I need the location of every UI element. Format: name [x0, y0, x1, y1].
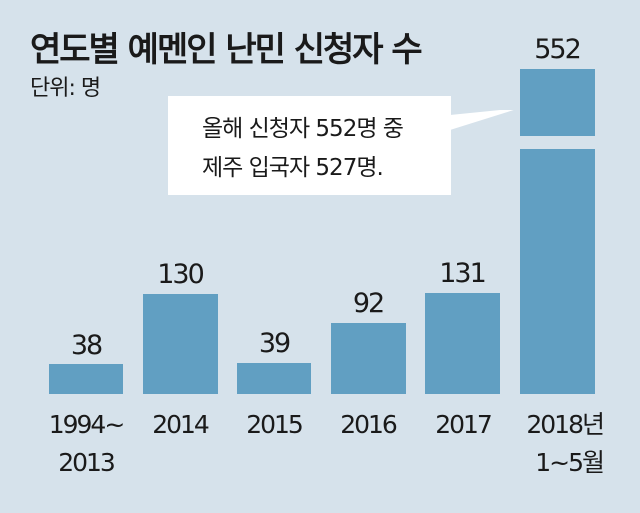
category-label: 2014 — [152, 410, 210, 439]
category-label: 2018년 1~5월 — [526, 410, 605, 477]
value-label: 92 — [352, 288, 385, 319]
bar-1994-2013 — [49, 364, 123, 394]
unit-label: 단위: 명 — [30, 76, 101, 101]
category-label: 2015 — [246, 410, 304, 439]
category-label: 2016 — [340, 410, 398, 439]
value-label: 131 — [439, 258, 487, 289]
axis-break — [518, 136, 597, 149]
category-label: 1994~ 2013 — [48, 410, 126, 477]
bar-2014 — [143, 294, 218, 394]
value-label: 39 — [258, 328, 291, 359]
bar-2017 — [425, 293, 500, 394]
bar-2016 — [331, 323, 406, 394]
category-label: 2017 — [435, 410, 493, 439]
value-label: 130 — [157, 259, 205, 290]
callout-text: 올해 신청자 552명 중 제주 입국자 527명. — [202, 116, 404, 181]
chart-title: 연도별 예멘인 난민 신청자 수 — [30, 30, 423, 70]
callout-box — [168, 96, 451, 195]
callout-pointer — [450, 110, 514, 130]
bar-2018 — [520, 69, 595, 394]
value-label: 552 — [534, 34, 582, 65]
value-label: 38 — [70, 330, 103, 361]
bar-2015 — [237, 363, 311, 394]
